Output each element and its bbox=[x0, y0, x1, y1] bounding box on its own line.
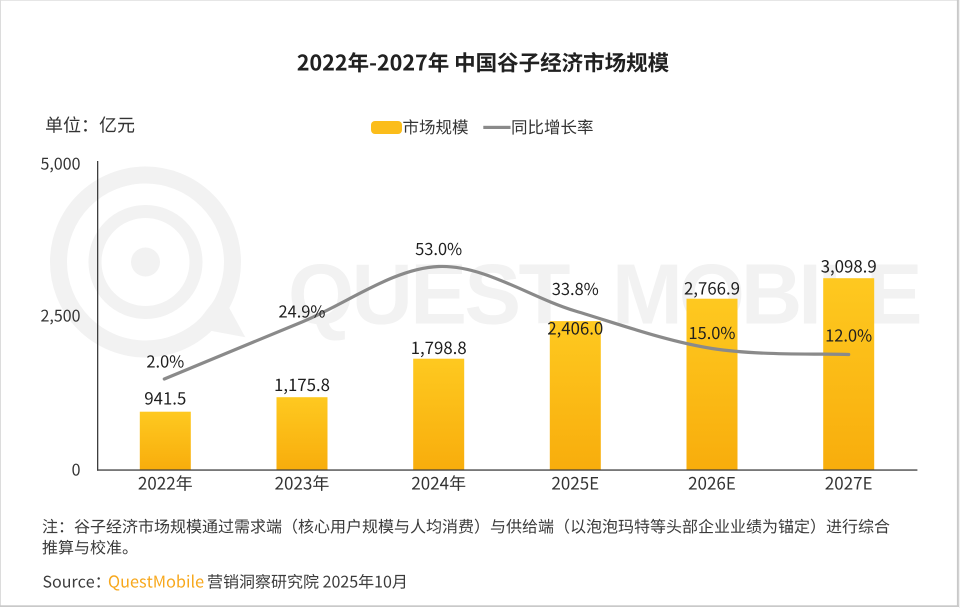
svg-text:QUEST: QUEST bbox=[288, 248, 570, 343]
